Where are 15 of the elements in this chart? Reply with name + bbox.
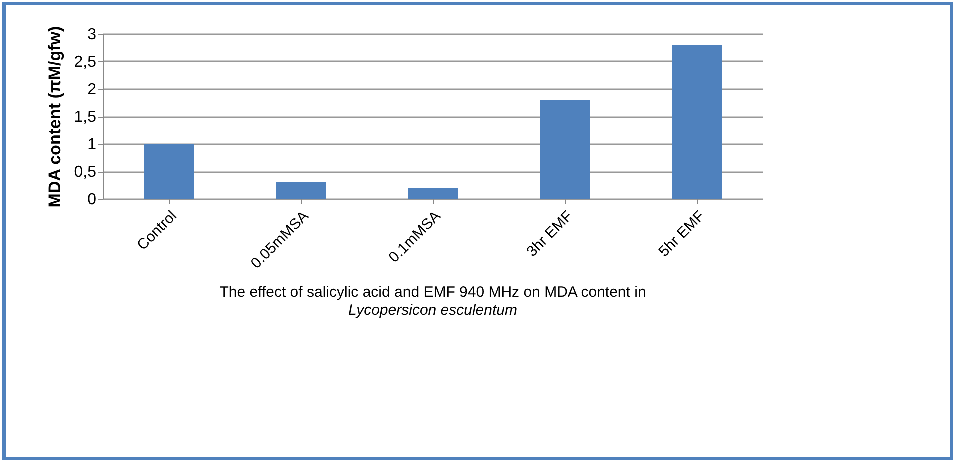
y-tick-label: 1 [88,136,97,154]
bar [276,182,326,199]
y-tick-label: 2,5 [74,54,97,71]
bar [408,188,458,199]
bar [540,100,590,199]
y-tick-label: 2 [88,82,97,98]
text: The effect of salicylic acid and EMF 940 MHz on MDA content in [220,284,646,302]
y-tick-label: 0 [88,192,97,208]
text: Lycopersicon esculentum [348,302,518,320]
bar [144,144,194,199]
y-tick-label: 0,5 [74,164,97,181]
y-tick-label: 1,5 [74,109,97,126]
y-tick-label: 3 [88,26,97,44]
y-axis-title: MDA content (πM/gfw) [45,26,64,208]
bar [672,45,722,199]
